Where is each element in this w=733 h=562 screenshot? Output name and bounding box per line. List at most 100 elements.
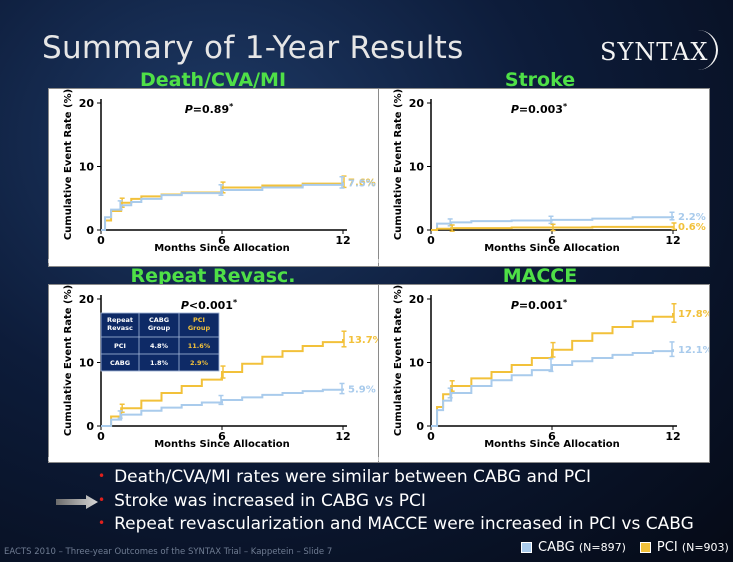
series-line-pci: [101, 339, 344, 427]
arrow-right-icon: [56, 495, 98, 509]
series-line-cabg: [101, 388, 344, 427]
x-tick-label: 0: [97, 234, 105, 247]
table-cell-text: PCI: [193, 316, 205, 324]
table-cell-text: PCI: [114, 342, 126, 350]
bullet-dot-icon: •: [98, 516, 106, 530]
panel-footer-note: KM Event Rate ± 1.5 SE; *Log-rank P-valu…: [378, 259, 511, 265]
chart-title-death: Death/CVA/MI: [140, 69, 287, 91]
table-cell: [178, 353, 220, 372]
end-value-label-pci: 0.6%: [678, 222, 706, 233]
chart-title-macce: MACCE: [502, 265, 578, 287]
panel-footer-note: KM Event Rate ± 1.5 SE; *Log-rank P-valu…: [48, 457, 181, 463]
p-value-label: P=0.001*: [511, 298, 568, 312]
bullet-item: • Repeat revascularization and MACCE were…: [98, 514, 694, 534]
bullet-item: • Death/CVA/MI rates were similar between…: [98, 467, 591, 487]
series-line-pci: [431, 312, 674, 427]
y-tick-label: 10: [79, 357, 95, 370]
x-tick-label: 12: [335, 234, 350, 247]
series-line-pci: [101, 181, 344, 231]
end-value-label-cabg: 5.9%: [348, 385, 376, 396]
panel-footer-population: ITT population: [656, 259, 701, 265]
x-tick-label: 6: [548, 234, 556, 247]
x-tick-label: 0: [97, 430, 105, 443]
table-cell-text: 11.6%: [188, 342, 211, 350]
bullet-item: • Stroke was increased in CABG vs PCI: [98, 490, 426, 511]
x-tick-label: 0: [427, 234, 435, 247]
p-value-label: P=0.89*: [185, 102, 234, 116]
y-tick-label: 20: [79, 293, 95, 306]
bullet-list: • Death/CVA/MI rates were similar between…: [98, 466, 694, 537]
y-axis-label: Cumulative Event Rate (%): [63, 285, 74, 436]
end-value-label-cabg: 2.2%: [678, 212, 706, 223]
legend-item-cabg: CABG (N=897): [521, 540, 626, 555]
x-axis-label: Months Since Allocation: [484, 243, 620, 254]
x-axis-label: Months Since Allocation: [154, 243, 290, 254]
y-tick-label: 0: [416, 420, 424, 433]
panel-footer-note: KM Event Rate ± 1.5 SE; *Log-rank P-valu…: [378, 457, 511, 463]
y-tick-label: 10: [409, 357, 425, 370]
panel-footer-population: ITT population: [328, 259, 373, 265]
table-cell-text: Group: [188, 324, 211, 332]
slide-footer: EACTS 2010 – Three-year Outcomes of the …: [4, 547, 333, 557]
y-tick-label: 10: [79, 161, 95, 174]
legend-swatch-cabg: [521, 542, 532, 553]
chart-title-repeat-revasc: Repeat Revasc.: [130, 265, 296, 287]
y-tick-label: 20: [409, 97, 425, 110]
legend-item-pci: PCI (N=903): [639, 540, 729, 555]
table-cell-text: Group: [148, 324, 171, 332]
series-line-cabg: [101, 182, 344, 231]
logo-arc-icon: [694, 30, 718, 70]
y-axis-label: Cumulative Event Rate (%): [393, 89, 404, 240]
table-cell-text: 1.8%: [150, 359, 169, 367]
y-tick-label: 0: [86, 420, 94, 433]
table-cell-text: 4.8%: [150, 342, 169, 350]
x-tick-label: 12: [335, 430, 350, 443]
table-cell-text: CABG: [149, 316, 169, 324]
table-cell-text: Revasc: [107, 324, 133, 332]
chart-svg-repeat-revasc: 0 10 20 0 6 12 Months Since Allocation Cumulati…: [63, 285, 379, 450]
x-tick-label: 12: [665, 430, 680, 443]
x-tick-label: 12: [665, 234, 680, 247]
y-axis-label: Cumulative Event Rate (%): [63, 89, 74, 240]
legend-swatch-pci: [639, 542, 651, 553]
table-background: [100, 312, 220, 372]
bullet-dot-icon: •: [98, 469, 106, 483]
y-tick-label: 20: [79, 97, 95, 110]
chart-panel-death: 0 10 20 0 6 12 Months Since Allocation Cumulati…: [48, 88, 380, 267]
y-tick-label: 0: [86, 224, 94, 237]
end-value-label-pci: 7.6%: [348, 178, 376, 189]
end-value-label-cabg: 7.5%: [348, 178, 376, 189]
chart-svg-stroke: 0 10 20 0 6 12 Months Since Allocation Cumulati…: [393, 89, 706, 254]
x-tick-label: 6: [218, 430, 226, 443]
x-tick-label: 6: [548, 430, 556, 443]
chart-panel-stroke: 0 10 20 0 6 12 Months Since Allocation Cumulati…: [378, 88, 710, 267]
series-line-cabg: [431, 349, 674, 427]
chart-svg-death: 0 10 20 0 6 12 Months Since Allocation Cumulati…: [63, 89, 376, 254]
table-cell-text: 2.9%: [190, 359, 209, 367]
end-value-label-pci: 13.7%: [348, 335, 379, 346]
panel-footer-population: ITT population: [328, 457, 373, 463]
syntax-logo: SYNTAX: [600, 38, 709, 66]
panel-footer-population: ITT population: [656, 457, 701, 463]
series-line-pci: [431, 225, 674, 231]
end-value-label-cabg: 12.1%: [678, 345, 709, 356]
series-line-cabg: [431, 216, 674, 231]
y-tick-label: 10: [409, 161, 425, 174]
table-cell-text: CABG: [110, 359, 130, 367]
chart-svg-macce: 0 10 20 0 6 12 Months Since Allocation Cumulati…: [393, 285, 709, 450]
panel-footer-note: KM Event Rate ± 1.5 SE; *Log-rank P-valu…: [48, 259, 181, 265]
p-value-label: P=0.003*: [511, 102, 568, 116]
chart-panel-repeat-revasc: 0 10 20 0 6 12 Months Since Allocation Cumulati…: [48, 284, 380, 463]
x-axis-label: Months Since Allocation: [484, 439, 620, 450]
chart-title-stroke: Stroke: [504, 69, 576, 91]
x-tick-label: 6: [218, 234, 226, 247]
legend: CABG (N=897) PCI (N=903): [521, 540, 733, 555]
y-axis-label: Cumulative Event Rate (%): [393, 285, 404, 436]
p-value-label: P<0.001*: [181, 298, 238, 312]
chart-panel-macce: 0 10 20 0 6 12 Months Since Allocation Cumulati…: [378, 284, 710, 463]
slide-title: Summary of 1-Year Results: [42, 30, 464, 66]
y-tick-label: 20: [409, 293, 425, 306]
bullet-dot-icon: •: [98, 492, 106, 507]
x-axis-label: Months Since Allocation: [154, 439, 290, 450]
